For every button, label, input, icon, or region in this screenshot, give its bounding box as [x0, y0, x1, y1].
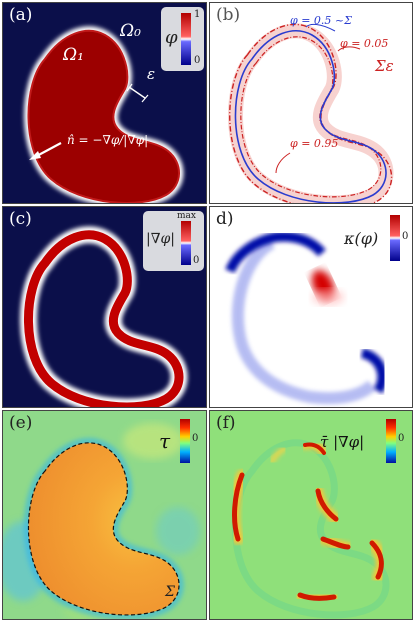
- epsilon-marker: [128, 86, 146, 99]
- colorbar-tick-zero: 0: [402, 231, 409, 242]
- colorbar-min: 0: [193, 255, 200, 266]
- colorbar-tick-zero: 0: [398, 433, 405, 444]
- panel-a-field: [3, 3, 207, 203]
- panel-a-colorbar: φ 1 0: [161, 7, 204, 71]
- panel-f-colorbar: τ̄ |∇φ| 0: [320, 415, 412, 469]
- normal-formula: n̂ = −∇φ/|∇φ|: [67, 133, 149, 147]
- panel-c: (c) |∇φ| max 0: [2, 206, 207, 408]
- annot-phi-05: φ = 0.5 ~Σ: [290, 14, 352, 27]
- colorbar-symbol: τ̄ |∇φ|: [320, 433, 365, 451]
- panel-a: (a) Ω₀ Ω₁ ε n̂ = −∇φ/|∇φ| φ 1 0: [2, 2, 207, 204]
- panel-e-colorbar: τ 0: [153, 415, 205, 469]
- panel-e-label: (e): [9, 413, 33, 433]
- colorbar-symbol: κ(φ): [344, 229, 379, 248]
- panel-c-colorbar: |∇φ| max 0: [143, 211, 204, 271]
- panel-b-field: [210, 3, 413, 203]
- omega1-label: Ω₁: [63, 45, 84, 65]
- panel-a-label: (a): [9, 5, 33, 25]
- colorbar-symbol: τ: [159, 429, 171, 453]
- panel-e-field: [3, 411, 206, 619]
- annot-phi-005: φ = 0.05: [340, 37, 389, 50]
- panel-c-label: (c): [9, 209, 32, 229]
- sigma-label: Σ: [165, 584, 175, 600]
- omega0-label: Ω₀: [120, 21, 141, 41]
- panel-d-label: d): [216, 209, 234, 229]
- colorbar-tick-zero: 0: [192, 433, 199, 444]
- annot-phi-095: φ = 0.95: [290, 137, 339, 150]
- panel-b-label: (b): [216, 5, 241, 25]
- panel-b: (b) φ = 0.5 ~Σ φ = 0.05 Σε φ = 0.95: [209, 2, 413, 204]
- colorbar-min: 0: [194, 55, 201, 66]
- colorbar-symbol: φ: [165, 27, 178, 48]
- panel-f-label: (f): [216, 413, 236, 433]
- colorbar-max: 1: [194, 9, 201, 20]
- sigma-eps-label: Σε: [375, 57, 394, 75]
- colorbar-max: max: [177, 211, 196, 221]
- panel-d-colorbar: κ(φ) 0: [344, 211, 412, 267]
- colorbar-symbol: |∇φ|: [146, 231, 176, 247]
- panel-d-field: [225, 231, 388, 405]
- epsilon-label: ε: [147, 65, 156, 83]
- panel-f: (f) τ̄ |∇φ| 0: [209, 410, 413, 620]
- panel-d: d) κ(φ) 0: [209, 206, 413, 408]
- panel-e: (e) Σ τ 0: [2, 410, 207, 620]
- panel-f-field: [210, 411, 412, 619]
